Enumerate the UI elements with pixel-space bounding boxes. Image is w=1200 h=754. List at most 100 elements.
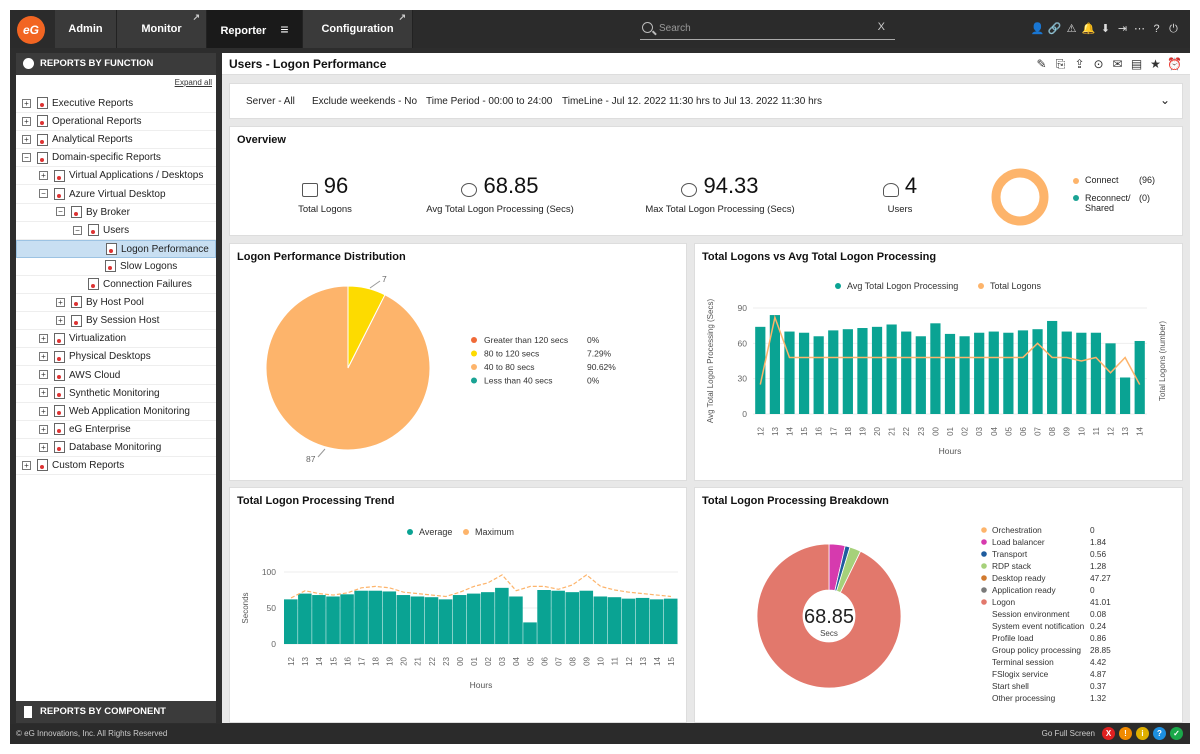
bar[interactable] — [537, 590, 551, 644]
bar[interactable] — [798, 332, 810, 414]
bar[interactable] — [481, 592, 495, 644]
bar[interactable] — [621, 598, 636, 644]
tree-row[interactable]: + Executive Reports — [16, 95, 216, 113]
tree-row[interactable]: − Users — [16, 222, 216, 240]
alarm-icon[interactable]: ⏰ — [1167, 57, 1182, 71]
bar[interactable] — [813, 336, 824, 414]
expand-icon[interactable]: + — [22, 98, 31, 108]
major-alarm-icon[interactable]: ! — [1119, 727, 1132, 740]
bar[interactable] — [1105, 343, 1116, 414]
tree-row[interactable]: − Azure Virtual Desktop — [16, 186, 216, 204]
bar[interactable] — [410, 596, 425, 644]
bar[interactable] — [1003, 332, 1014, 414]
bar[interactable] — [915, 336, 926, 414]
bar[interactable] — [298, 593, 312, 644]
tree-row[interactable]: + Web Application Monitoring — [16, 403, 216, 421]
hamburger-icon[interactable]: ≡ — [280, 21, 289, 37]
bar[interactable] — [509, 596, 523, 644]
tab-admin[interactable]: Admin — [55, 10, 117, 48]
bar[interactable] — [565, 592, 579, 644]
bar[interactable] — [1032, 329, 1043, 414]
expand-icon[interactable]: + — [22, 116, 31, 126]
bar[interactable] — [340, 594, 354, 644]
expand-icon[interactable]: + — [56, 316, 65, 326]
line-series[interactable] — [759, 314, 1141, 385]
bar[interactable] — [551, 590, 565, 644]
critical-alarm-icon[interactable]: X — [1102, 727, 1115, 740]
bar[interactable] — [1090, 332, 1102, 414]
tree-row[interactable]: + Custom Reports — [16, 457, 216, 475]
tree-row[interactable]: Slow Logons — [16, 258, 216, 276]
bar[interactable] — [1076, 332, 1087, 414]
tree-row[interactable]: Connection Failures — [16, 276, 216, 294]
power-icon[interactable]: ⏻ — [1169, 23, 1178, 35]
tree-row[interactable]: + Database Monitoring — [16, 439, 216, 457]
bar[interactable] — [944, 333, 956, 414]
full-screen-button[interactable]: Go Full Screen — [1041, 729, 1095, 738]
expand-icon[interactable]: + — [39, 171, 48, 181]
collapse-icon[interactable]: − — [56, 207, 65, 217]
expand-icon[interactable]: + — [39, 334, 48, 344]
tree-row[interactable]: + Synthetic Monitoring — [16, 385, 216, 403]
bar[interactable] — [842, 329, 853, 414]
bar[interactable] — [901, 331, 912, 414]
bar[interactable] — [1061, 331, 1072, 414]
tree-row[interactable]: Logon Performance — [16, 239, 216, 258]
tree-row[interactable]: + Virtual Applications / Desktops — [16, 167, 216, 186]
tree-row[interactable]: + AWS Cloud — [16, 367, 216, 385]
mail-icon[interactable]: ✉ — [1112, 57, 1123, 71]
bar[interactable] — [1047, 320, 1058, 414]
eg-logo[interactable]: eG — [17, 16, 45, 44]
expand-icon[interactable]: + — [39, 406, 48, 416]
link-icon[interactable]: 🔗 — [1047, 23, 1062, 35]
tree-row[interactable]: + By Session Host — [16, 312, 216, 331]
bar[interactable] — [607, 597, 622, 644]
bar[interactable] — [959, 336, 970, 414]
bar[interactable] — [974, 332, 985, 414]
bar[interactable] — [326, 596, 340, 644]
logout-icon[interactable]: ⇥ — [1117, 23, 1128, 35]
tree-row[interactable]: + Operational Reports — [16, 113, 216, 132]
collapse-icon[interactable]: − — [73, 225, 82, 235]
schedule-icon[interactable]: ⊙ — [1093, 57, 1104, 71]
expand-icon[interactable]: + — [39, 370, 48, 380]
bar[interactable] — [368, 590, 382, 644]
bar[interactable] — [755, 326, 766, 414]
bar[interactable] — [769, 315, 780, 414]
collapse-icon[interactable]: − — [22, 153, 31, 163]
expand-icon[interactable]: + — [22, 135, 31, 145]
bar[interactable] — [593, 596, 608, 644]
bar[interactable] — [649, 599, 664, 644]
bar[interactable] — [452, 595, 467, 644]
tree-row[interactable]: + By Host Pool — [16, 294, 216, 313]
expand-icon[interactable]: + — [56, 297, 65, 307]
download-icon[interactable]: ⬇ — [1100, 23, 1111, 35]
collapse-icon[interactable]: − — [39, 189, 48, 199]
pie-slice[interactable] — [265, 285, 431, 451]
filter-bar[interactable]: Server - All Exclude weekends - No Time … — [229, 83, 1183, 119]
bar[interactable] — [784, 331, 795, 414]
expand-icon[interactable]: + — [39, 424, 48, 434]
bar[interactable] — [828, 330, 839, 414]
bar[interactable] — [396, 595, 411, 644]
bar[interactable] — [284, 599, 298, 644]
bar[interactable] — [579, 590, 594, 644]
search-input[interactable]: Search X — [640, 21, 895, 40]
normal-status-icon[interactable]: ✓ — [1170, 727, 1183, 740]
bar[interactable] — [495, 587, 509, 644]
bar[interactable] — [424, 597, 439, 644]
bar[interactable] — [871, 326, 883, 414]
bar[interactable] — [988, 331, 999, 414]
expand-all-link[interactable]: Expand all — [174, 78, 212, 87]
tree-row[interactable]: − Domain-specific Reports — [16, 149, 216, 168]
bar[interactable] — [1120, 377, 1131, 414]
bar[interactable] — [1017, 330, 1029, 414]
sidebar-footer[interactable]: REPORTS BY COMPONENT — [16, 701, 216, 723]
donut-slice-connect[interactable] — [991, 168, 1049, 226]
bar[interactable] — [382, 591, 397, 644]
chevron-down-icon[interactable]: ⌄ — [1159, 93, 1170, 107]
bar[interactable] — [466, 593, 481, 644]
expand-icon[interactable]: + — [39, 388, 48, 398]
bar[interactable] — [663, 598, 678, 644]
bar[interactable] — [523, 622, 537, 644]
